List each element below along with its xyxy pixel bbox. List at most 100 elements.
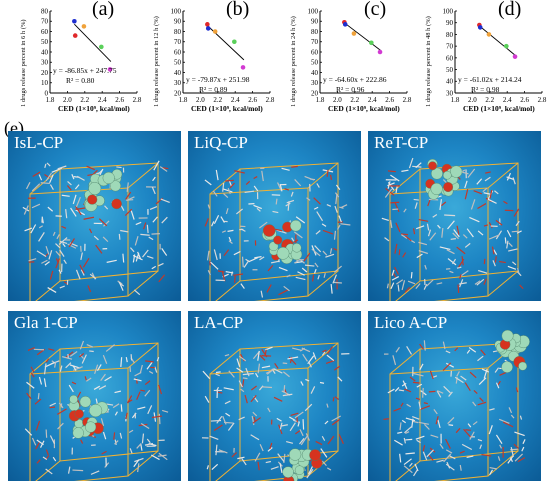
y-tick-label: 70 [446, 43, 454, 51]
data-point [205, 26, 211, 31]
polymer-chains [383, 340, 526, 477]
y-tick-label: 60 [174, 48, 182, 56]
x-axis-label: CED (1×10⁹, kcal/mol) [328, 104, 400, 113]
regression-equation: y = -61.02x + 214.24 [458, 75, 522, 84]
plot-area: 1.8 2.0 2.2 2.4 2.6 2.8 20 30 40 50 60 70 80 90 100 [171, 7, 275, 104]
x-tick-label: 2.4 [368, 96, 377, 104]
scatter-plot: 1.8 2.0 2.2 2.4 2.6 2.8 20 30 40 50 60 70 80 90 100 y =… [290, 7, 412, 113]
x-tick-label: 2.4 [503, 96, 512, 104]
data-point [369, 40, 374, 46]
x-tick-label: 2.6 [248, 96, 257, 104]
y-tick-label: 20 [41, 69, 49, 77]
y-tick-label: 50 [311, 59, 319, 67]
molecular-snapshot-ret-cp [381, 157, 524, 301]
molecular-snapshot-liq-cp [204, 162, 351, 301]
molecular-panel-ret-cp: ReT-CP [368, 131, 541, 301]
y-tick-label: 90 [174, 18, 182, 26]
molecular-panel-liq-cp: LiQ-CP [188, 131, 361, 301]
drug-molecule [282, 448, 323, 481]
x-tick-label: 2.4 [98, 96, 107, 104]
y-tick-label: 90 [446, 19, 454, 27]
x-tick-label: 1.8 [316, 96, 325, 104]
molecular-snapshot-la-cp [201, 342, 350, 481]
plot-area: 1.8 2.0 2.2 2.4 2.6 2.8 0 10 20 30 40 50 60 70 80 [41, 7, 142, 104]
x-tick-label: 1.8 [46, 96, 55, 104]
panel-letter: (c) [364, 0, 387, 20]
x-tick-label: 2.2 [485, 96, 494, 104]
x-tick-label: 1.8 [451, 96, 460, 104]
y-tick-label: 40 [41, 48, 49, 56]
y-tick-label: 30 [41, 59, 49, 67]
y-tick-label: 100 [171, 7, 182, 15]
drug-molecule [262, 219, 303, 264]
x-tick-label: 2.2 [213, 96, 222, 104]
y-tick-label: 80 [446, 31, 454, 39]
y-tick-label: 20 [311, 89, 319, 97]
y-tick-label: 30 [311, 79, 319, 87]
x-tick-label: 2.6 [115, 96, 124, 104]
data-point [351, 31, 357, 36]
y-tick-label: 100 [443, 7, 454, 15]
x-tick-label: 2.4 [231, 96, 240, 104]
molecular-snapshot-licoa-cp [383, 329, 530, 481]
polymer-chains [381, 157, 524, 293]
drug-molecule [494, 329, 530, 373]
fit-line [74, 23, 112, 62]
x-tick-label: 2.0 [468, 96, 477, 104]
panel-letter: (a) [92, 0, 115, 20]
data-point [72, 33, 78, 38]
y-tick-label: 50 [446, 66, 454, 74]
polymer-chains [24, 340, 169, 475]
molecular-panel-title: LiQ-CP [194, 133, 248, 152]
data-point [212, 29, 218, 34]
y-tick-label: 50 [174, 59, 182, 67]
x-axis-label: CED (1×10⁹, kcal/mol) [191, 104, 263, 113]
polymer-chains [204, 165, 351, 298]
y-axis-label: 1 drugs release percent in 48 h (%) [425, 16, 432, 107]
x-tick-label: 2.8 [403, 96, 412, 104]
x-tick-label: 2.2 [80, 96, 89, 104]
molecular-panel-la-cp: LA-CP [188, 311, 361, 481]
data-point [377, 49, 383, 55]
y-tick-label: 60 [41, 28, 49, 36]
y-tick-label: 70 [311, 38, 319, 46]
x-tick-label: 2.2 [350, 96, 359, 104]
fit-line [207, 25, 245, 61]
x-tick-label: 2.8 [538, 96, 547, 104]
molecular-panel-title: Lico A-CP [374, 313, 448, 332]
data-point [72, 18, 77, 24]
molecular-panel-gla1-cp: Gla 1-CP [8, 311, 181, 481]
y-tick-label: 80 [311, 28, 319, 36]
data-point [342, 22, 348, 27]
r-squared: R² = 0.89 [199, 85, 228, 94]
x-tick-label: 2.0 [333, 96, 342, 104]
plot-area: 1.8 2.0 2.2 2.4 2.6 2.8 30 40 50 60 70 80 90 100 [443, 7, 547, 104]
drug-molecule [425, 158, 463, 200]
fit-line [344, 22, 382, 51]
data-point [99, 44, 104, 50]
y-axis-label: 1 drugs release percent in 6 h (%) [20, 19, 27, 107]
drug-molecule [83, 169, 123, 212]
molecular-panel-title: Gla 1-CP [14, 313, 78, 332]
data-point [240, 65, 246, 70]
simulation-box [209, 162, 339, 301]
y-tick-label: 10 [41, 79, 49, 87]
panel-letter: (d) [498, 0, 522, 20]
plot-area: 1.8 2.0 2.2 2.4 2.6 2.8 20 30 40 50 60 70 80 90 100 [308, 7, 412, 104]
drug-molecule [68, 394, 109, 439]
polymer-chains [201, 346, 350, 479]
y-tick-label: 50 [41, 38, 49, 46]
data-point [205, 22, 210, 27]
y-tick-label: 40 [446, 78, 454, 86]
y-tick-label: 60 [311, 48, 319, 56]
scatter-plot: 1.8 2.0 2.2 2.4 2.6 2.8 20 30 40 50 60 70 80 90 100 y =… [153, 7, 275, 113]
y-axis-label: 1 drugs release percent in 12 h (%) [153, 16, 160, 107]
scatter-plot: 1.8 2.0 2.2 2.4 2.6 2.8 0 10 20 30 40 50 60 70 80 y = -… [20, 7, 142, 113]
x-tick-label: 2.0 [63, 96, 72, 104]
x-axis-label: CED (1×10⁹, kcal/mol) [463, 104, 535, 113]
x-tick-label: 2.8 [266, 96, 275, 104]
molecular-panel-title: LA-CP [194, 313, 244, 332]
scatter-plot: 1.8 2.0 2.2 2.4 2.6 2.8 30 40 50 60 70 80 90 100 y = -… [425, 7, 547, 113]
y-tick-label: 0 [45, 89, 49, 97]
x-tick-label: 2.6 [385, 96, 394, 104]
